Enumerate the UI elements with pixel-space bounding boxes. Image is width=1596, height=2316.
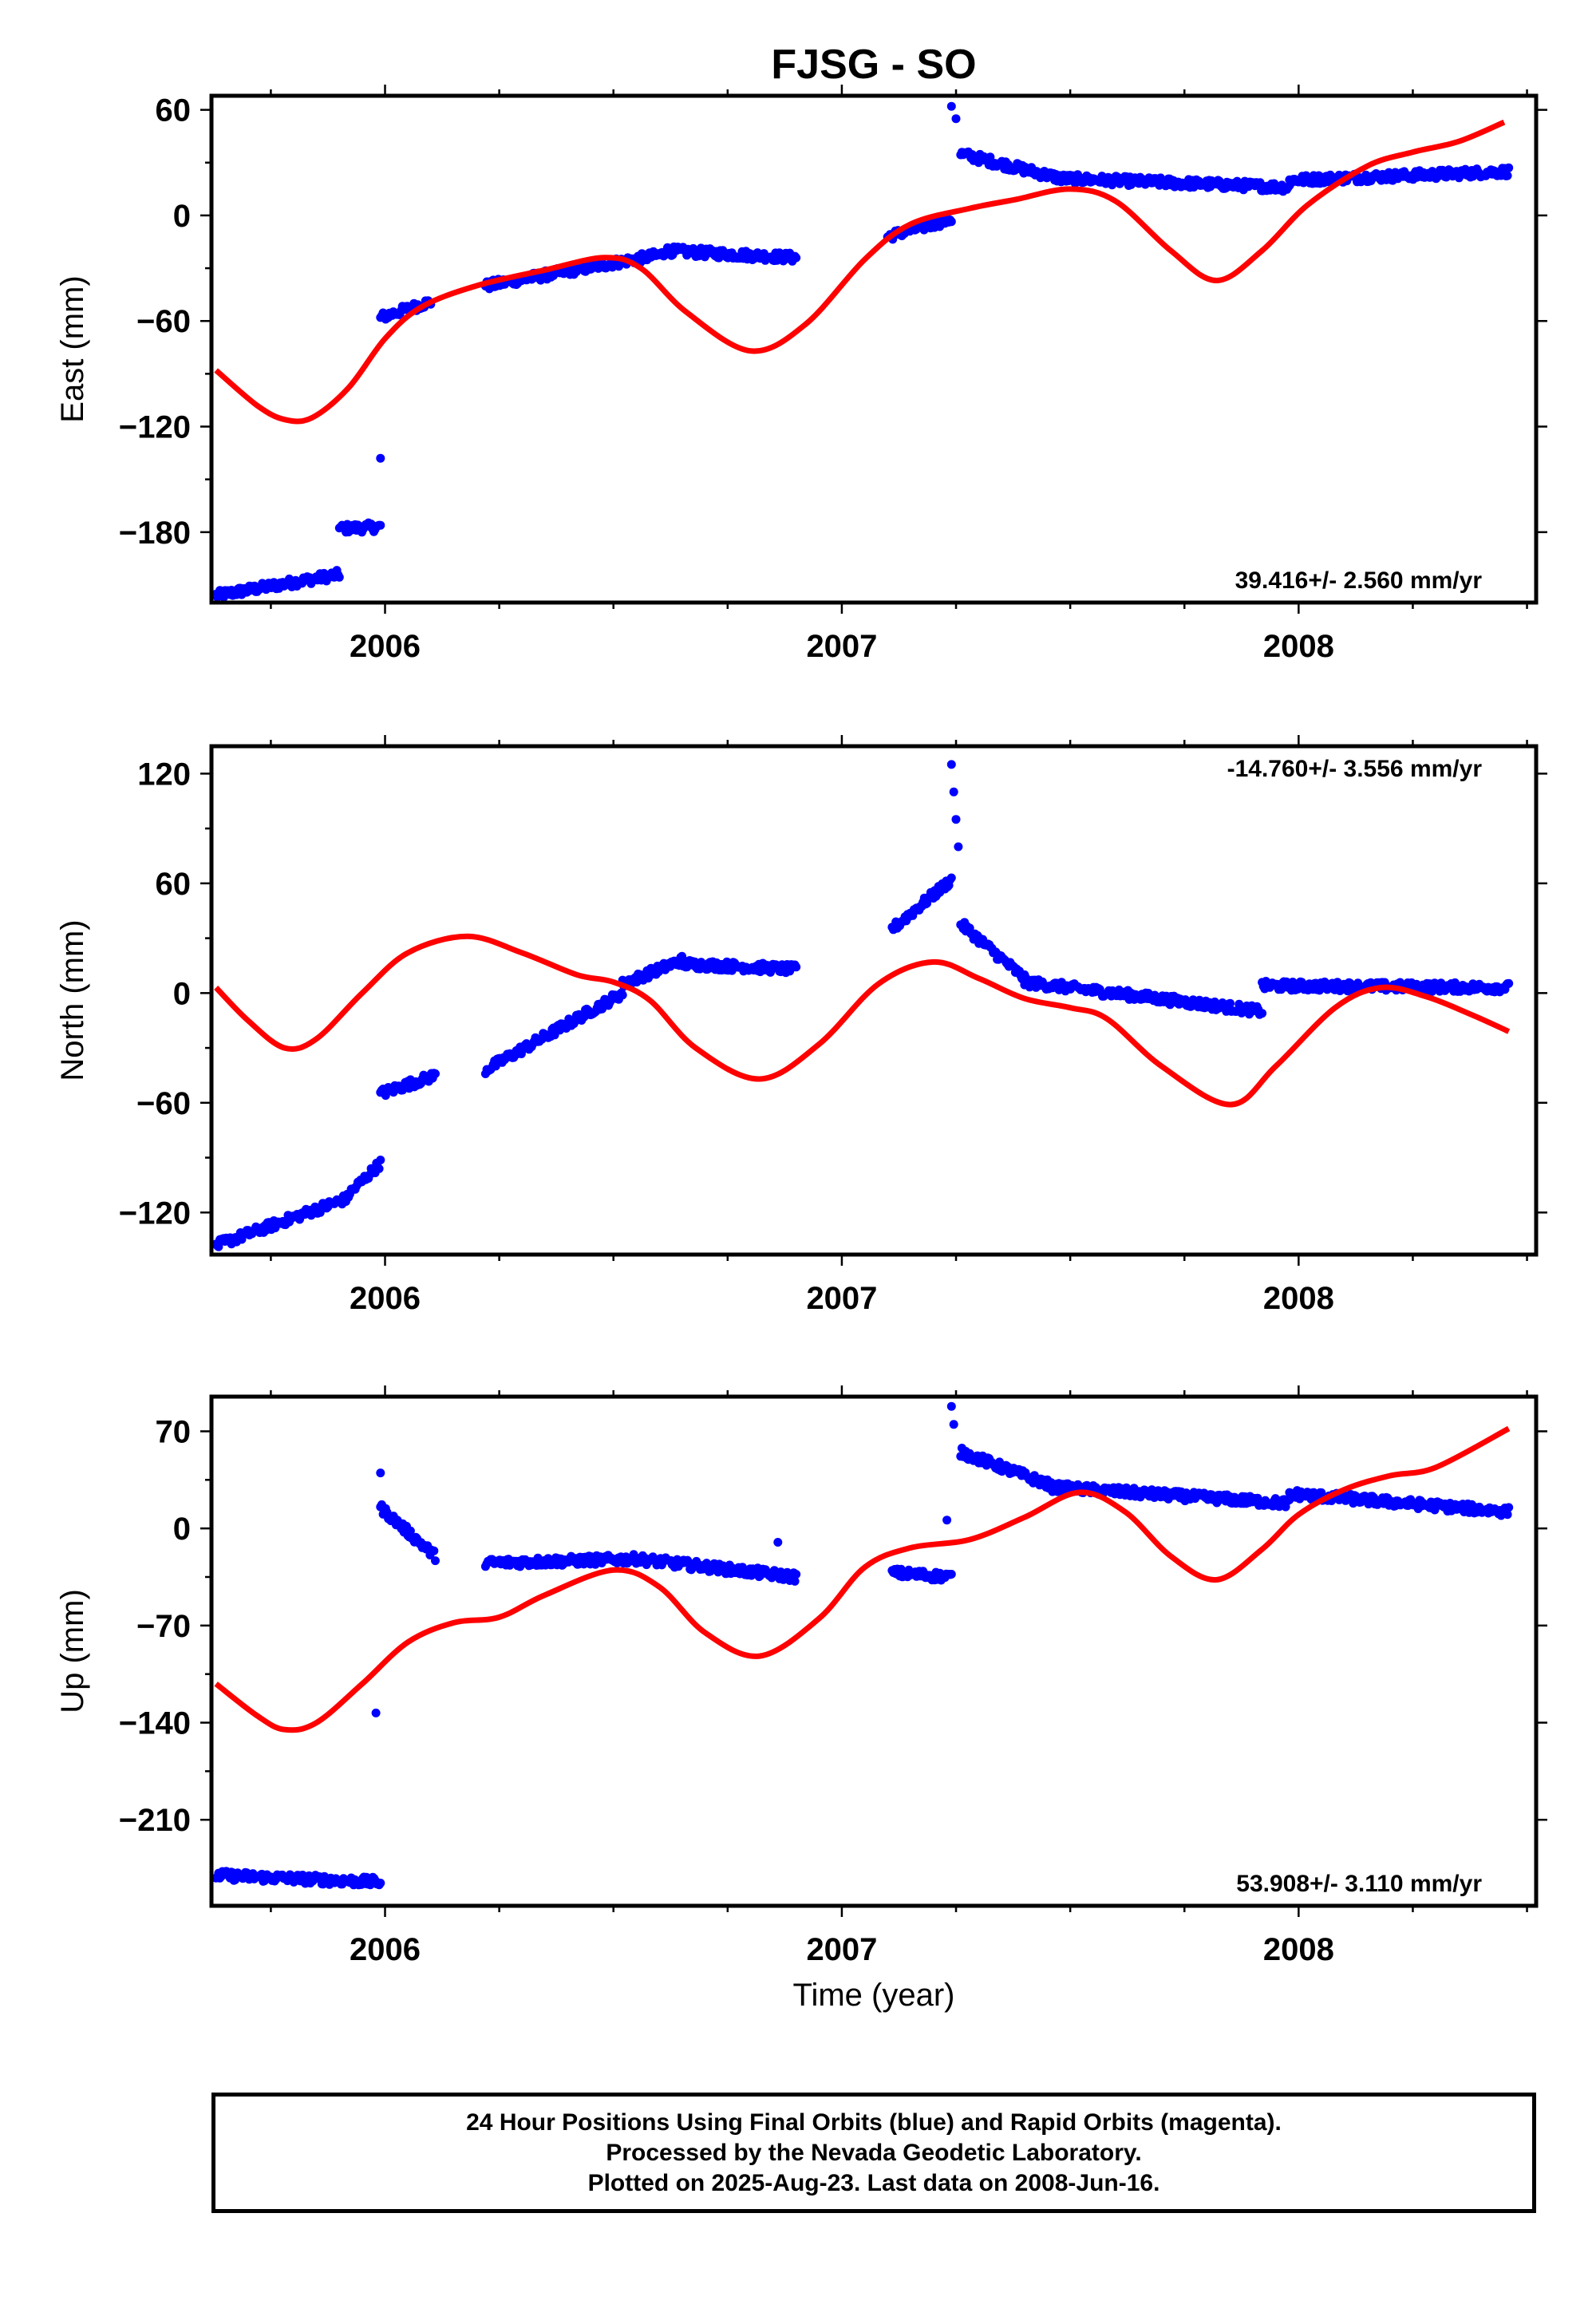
- up-panel-frame: [209, 1394, 1539, 1908]
- up-y-axis-label: Up (mm): [55, 1589, 90, 1713]
- figure-title: FJSG - SO: [771, 41, 976, 88]
- east-observation-point: [1504, 163, 1514, 172]
- up-plot-area: [211, 1401, 1514, 1890]
- east-panel: −180 −120 −60 0 60 2006 2007 2008 East (mm) 39.41…: [55, 85, 1547, 664]
- east-outlier-point: [951, 114, 961, 124]
- up-panel: −210 −140 −70 0 70 2006 2007 2008 Up (mm) 53.908+…: [55, 1385, 1547, 1967]
- east-observation-point: [376, 520, 385, 530]
- north-observation-point: [1226, 998, 1235, 1008]
- east-x-tick-label: 2006: [350, 629, 421, 664]
- north-observation-point: [946, 873, 956, 883]
- up-y-tick-label: −70: [136, 1609, 191, 1644]
- up-observation-point: [405, 1526, 415, 1535]
- east-velocity-label: 39.416+/- 2.560 mm/yr: [1235, 567, 1483, 594]
- north-y-tick-label: 120: [137, 757, 191, 792]
- east-y-tick-label: −120: [119, 410, 191, 445]
- north-outlier-point: [954, 842, 963, 852]
- north-outlier-point: [946, 760, 956, 769]
- north-y-tick-label: 0: [173, 976, 191, 1011]
- up-outlier-point: [946, 1401, 956, 1411]
- north-observation-point: [1504, 978, 1514, 988]
- up-outlier-point: [371, 1708, 381, 1717]
- note-line-2: Processed by the Nevada Geodetic Laborat…: [606, 2139, 1142, 2166]
- up-y-tick-label: 70: [156, 1414, 192, 1449]
- up-y-tick-label: −210: [119, 1803, 191, 1838]
- x-axis-label: Time (year): [793, 1978, 955, 2013]
- east-y-tick-label: 0: [173, 199, 191, 234]
- up-observation-point: [1504, 1503, 1514, 1512]
- up-outlier-point: [376, 1468, 385, 1478]
- north-observation-point: [374, 1164, 384, 1173]
- east-observation-point: [1503, 171, 1512, 180]
- up-model-curve: [214, 1425, 1511, 1733]
- up-outlier-point: [773, 1538, 783, 1547]
- north-y-tick-label: −60: [136, 1086, 191, 1121]
- north-panel-frame: [209, 744, 1539, 1257]
- up-x-tick-label: 2006: [350, 1932, 421, 1967]
- up-x-tick-label: 2007: [806, 1932, 877, 1967]
- north-y-tick-label: 60: [156, 867, 192, 902]
- east-outlier-point: [946, 101, 956, 111]
- north-panel: −120 −60 0 60 120 2006 2007 2008 North (mm) -14.7…: [55, 735, 1547, 1316]
- north-plot-area: [211, 760, 1514, 1251]
- note-line-3: Plotted on 2025-Aug-23. Last data on 200…: [587, 2169, 1160, 2196]
- up-velocity-label: 53.908+/- 3.110 mm/yr: [1236, 1871, 1482, 1897]
- east-observation-point: [946, 217, 956, 227]
- north-observation-point: [376, 1156, 385, 1164]
- north-model-curve: [214, 933, 1511, 1108]
- up-observation-point: [946, 1570, 956, 1579]
- up-observation-point: [431, 1556, 440, 1566]
- north-y-axis-label: North (mm): [55, 919, 90, 1081]
- up-observation-point: [792, 1570, 801, 1579]
- east-panel-frame: [209, 93, 1539, 605]
- north-observation-point: [792, 962, 801, 972]
- east-x-tick-label: 2008: [1263, 629, 1334, 664]
- east-y-tick-label: −60: [136, 304, 191, 339]
- north-x-tick-label: 2007: [806, 1281, 877, 1316]
- up-x-tick-label: 2008: [1263, 1932, 1334, 1967]
- processing-note-box: 24 Hour Positions Using Final Orbits (bl…: [211, 2093, 1536, 2213]
- north-x-tick-label: 2006: [350, 1281, 421, 1316]
- north-velocity-label: -14.760+/- 3.556 mm/yr: [1227, 756, 1483, 782]
- east-observation-point: [334, 572, 344, 582]
- up-observation-point: [429, 1546, 439, 1555]
- north-observation-point: [431, 1069, 440, 1078]
- up-y-tick-label: −140: [119, 1706, 191, 1741]
- north-outlier-point: [951, 815, 961, 824]
- east-model-curve: [214, 119, 1506, 425]
- north-y-tick-label: −120: [119, 1196, 191, 1231]
- east-y-tick-label: −180: [119, 516, 191, 551]
- north-observation-point: [1258, 1009, 1267, 1018]
- up-observation-point: [790, 1576, 800, 1586]
- note-line-1: 24 Hour Positions Using Final Orbits (bl…: [466, 2109, 1282, 2136]
- north-observation-point: [618, 990, 627, 1000]
- up-outlier-point: [942, 1516, 952, 1525]
- east-observation-point: [792, 253, 801, 263]
- up-outlier-point: [949, 1420, 958, 1429]
- up-observation-point: [1503, 1510, 1512, 1520]
- east-y-axis-label: East (mm): [55, 275, 90, 422]
- east-y-tick-label: 60: [156, 93, 192, 128]
- up-y-tick-label: 0: [173, 1512, 191, 1547]
- north-x-tick-label: 2008: [1263, 1281, 1334, 1316]
- north-outlier-point: [949, 787, 958, 796]
- east-outlier-point: [376, 453, 385, 463]
- up-observation-point: [376, 1879, 385, 1887]
- east-x-tick-label: 2007: [806, 629, 877, 664]
- east-plot-area: [211, 101, 1514, 602]
